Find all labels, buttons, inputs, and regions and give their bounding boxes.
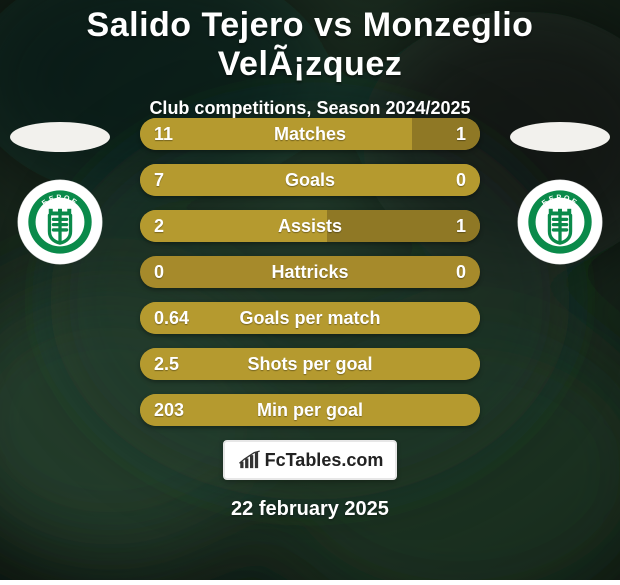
beroe-crest-icon: БЕРОЕ <box>27 189 93 255</box>
stat-bar: 70Goals <box>140 164 480 196</box>
stat-bar: 203Min per goal <box>140 394 480 426</box>
player-avatar-left <box>10 122 110 152</box>
stat-bar: 111Matches <box>140 118 480 150</box>
page-subtitle: Club competitions, Season 2024/2025 <box>0 98 620 119</box>
club-badge-right: БЕРОЕ <box>518 180 602 264</box>
player-avatar-right <box>510 122 610 152</box>
club-badge-left: БЕРОЕ <box>18 180 102 264</box>
bar-metric-label: Matches <box>140 124 480 145</box>
page-title: Salido Tejero vs Monzeglio VelÃ¡zquez <box>0 0 620 84</box>
brand-badge: FcTables.com <box>223 440 397 480</box>
stat-bar: 0.64Goals per match <box>140 302 480 334</box>
bar-metric-label: Min per goal <box>140 400 480 421</box>
bar-metric-label: Shots per goal <box>140 354 480 375</box>
stat-bar: 00Hattricks <box>140 256 480 288</box>
stat-bar: 21Assists <box>140 210 480 242</box>
bar-metric-label: Assists <box>140 216 480 237</box>
bar-metric-label: Goals <box>140 170 480 191</box>
stats-bars: 111Matches 70Goals 21Assists 00Hattricks 0.6… <box>140 118 480 426</box>
chart-icon <box>237 449 263 471</box>
stat-bar: 2.5Shots per goal <box>140 348 480 380</box>
bar-metric-label: Hattricks <box>140 262 480 283</box>
brand-text: FcTables.com <box>265 450 384 471</box>
bar-metric-label: Goals per match <box>140 308 480 329</box>
date-label: 22 february 2025 <box>0 498 620 521</box>
beroe-crest-icon: БЕРОЕ <box>527 189 593 255</box>
